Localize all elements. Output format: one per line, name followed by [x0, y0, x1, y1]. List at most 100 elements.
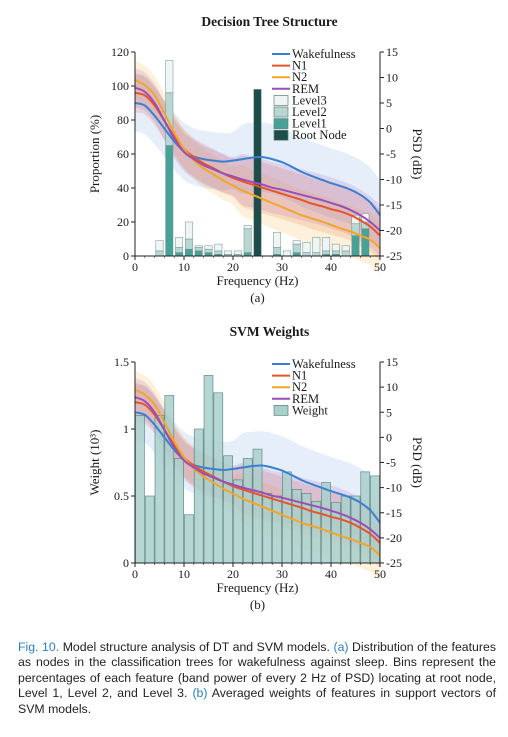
psd-line-n2	[134, 388, 381, 557]
legend-label: Root Node	[292, 128, 347, 142]
bar-level2	[312, 252, 321, 257]
bar-weight	[262, 493, 273, 564]
bar-level3	[331, 243, 340, 252]
psd-line-wakefulness	[134, 102, 381, 216]
y2-tick-label: -20	[386, 224, 402, 238]
panel-label: (a)	[250, 290, 264, 305]
x-tick-label: 30	[276, 260, 288, 274]
bar-level2	[204, 248, 213, 253]
bar-level1	[204, 252, 213, 257]
bar-level3	[194, 245, 203, 248]
x-tick-label: 40	[325, 567, 337, 581]
y2-axis-label: PSD (dB)	[410, 437, 425, 488]
y2-tick-label: -20	[386, 531, 402, 545]
x-tick-label: 20	[227, 567, 239, 581]
y2-tick-label: 0	[386, 430, 392, 444]
bar-weight	[193, 428, 204, 564]
bar-level1	[351, 235, 360, 257]
y-tick-label: 120	[111, 45, 129, 59]
bar-level2	[331, 250, 340, 255]
bar-weight	[223, 455, 233, 564]
y-tick-label: 0	[123, 556, 129, 570]
y2-tick-label: -10	[386, 481, 402, 495]
y-tick-label: 100	[111, 79, 129, 93]
bar-weight	[242, 458, 253, 564]
legend-label: REM	[292, 82, 319, 96]
y2-tick-label: -25	[386, 556, 402, 570]
bar-level3	[322, 237, 331, 252]
x-tick-label: 30	[276, 567, 288, 581]
panel-label: (b)	[250, 597, 265, 612]
bar-weight	[360, 471, 371, 564]
y-tick-label: 1	[123, 422, 129, 436]
bar-level3	[312, 237, 321, 253]
legend-label: Level1	[292, 117, 327, 131]
bar-level3	[233, 250, 242, 255]
x-tick-label: 10	[178, 260, 190, 274]
legend-label: N1	[292, 369, 307, 383]
x-tick-label: 0	[132, 260, 138, 274]
bar-level2	[322, 250, 331, 255]
bar-level1	[175, 252, 184, 257]
caption-ref-a[interactable]: (a)	[333, 640, 349, 654]
bar-level3	[282, 250, 291, 257]
x-axis-label: Frequency (Hz)	[217, 273, 299, 288]
bar-level1	[243, 252, 252, 257]
y2-tick-label: 0	[386, 122, 392, 136]
chart-title: Decision Tree Structure	[201, 14, 337, 29]
bar-level2	[292, 243, 301, 253]
y-tick-label: 0.5	[114, 489, 129, 503]
y2-tick-label: -5	[386, 456, 396, 470]
x-tick-label: 20	[227, 260, 239, 274]
bar-level2	[243, 228, 252, 253]
bar-level2	[273, 247, 282, 255]
bar-level3	[243, 225, 252, 230]
y2-tick-label: -10	[386, 173, 402, 187]
legend-label: Weight	[292, 403, 328, 417]
legend-label: N1	[292, 59, 307, 73]
bar-level3	[184, 221, 193, 240]
legend-label: Wakefulness	[292, 357, 356, 371]
legend-swatch-level1	[273, 118, 289, 129]
legend-swatch-level3	[273, 95, 289, 106]
psd-line-n1	[134, 401, 381, 544]
x-axis-label: Frequency (Hz)	[217, 580, 299, 595]
caption-ref-b[interactable]: (b)	[192, 686, 208, 701]
y2-tick-label: 5	[386, 405, 392, 419]
bar-level3	[302, 242, 311, 253]
y2-tick-label: 10	[386, 380, 398, 394]
bar-level3	[214, 243, 223, 252]
chart-title: SVM Weights	[230, 324, 310, 339]
bar-root-node	[253, 89, 262, 257]
caption-prefix: Fig. 10.	[18, 640, 60, 654]
bar-weight	[311, 501, 322, 564]
y-tick-label: 0	[123, 249, 129, 263]
psd-line-rem	[134, 86, 381, 232]
legend-label: N2	[292, 70, 307, 84]
bar-weight	[184, 514, 194, 564]
bar-level1	[165, 145, 174, 257]
bar-level2	[175, 247, 184, 253]
bar-level2	[302, 252, 311, 257]
y2-tick-label: -15	[386, 198, 402, 212]
x-tick-label: 50	[374, 567, 386, 581]
bar-level3	[165, 60, 174, 94]
legend-swatch-weight	[273, 405, 289, 416]
psd-line-n1	[134, 91, 381, 237]
legend-swatch-root-node	[273, 129, 289, 141]
y-tick-label: 40	[117, 181, 129, 195]
bar-level3	[273, 231, 282, 248]
legend-label: N2	[292, 380, 307, 394]
y-axis-label: Proportion (%)	[87, 115, 102, 193]
psd-line-n2	[134, 79, 381, 250]
caption-text-1: Model structure analysis of DT and SVM m…	[59, 640, 334, 654]
y2-axis-label: PSD (dB)	[410, 129, 425, 180]
y-tick-label: 60	[117, 147, 129, 161]
bar-level2	[214, 250, 223, 255]
y2-tick-label: 15	[386, 45, 398, 59]
bar-weight	[350, 495, 361, 564]
y2-tick-label: 15	[386, 355, 398, 369]
